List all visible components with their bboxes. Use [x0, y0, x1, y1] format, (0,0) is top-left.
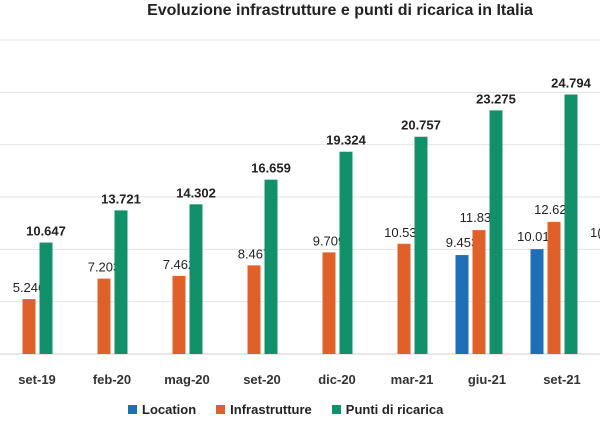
bar — [322, 252, 336, 354]
legend-swatch — [216, 405, 226, 414]
bar — [114, 210, 128, 354]
data-label: 12.623 — [534, 202, 574, 217]
x-tick-label: set-20 — [243, 372, 281, 387]
data-label: 7.203 — [88, 260, 121, 275]
data-label: 7.462 — [163, 257, 196, 272]
legend-item-punti: Punti di ricarica — [331, 402, 444, 417]
legend: Location Infrastrutture Punti di ricaric… — [128, 402, 443, 417]
data-label: 20.757 — [401, 118, 441, 133]
bar — [264, 179, 278, 354]
x-tick-label: feb-20 — [93, 372, 131, 387]
data-label: 11.834 — [460, 210, 499, 225]
data-label: 24.794 — [551, 75, 592, 90]
x-tick-label: set-21 — [543, 372, 581, 387]
legend-label: Infrastrutture — [230, 402, 312, 417]
data-label: 9.453 — [446, 235, 479, 250]
bar — [564, 94, 578, 354]
data-label: 10.019 — [517, 229, 557, 244]
bar — [397, 243, 411, 354]
chart-title: Evoluzione infrastrutture e punti di ric… — [147, 2, 533, 19]
x-tick-label: giu-21 — [468, 372, 506, 387]
bar — [414, 136, 428, 354]
bar — [547, 221, 561, 354]
data-label: 19.324 — [326, 133, 367, 148]
legend-item-location: Location — [128, 402, 196, 417]
bar — [189, 204, 203, 354]
data-label: 5.246 — [13, 280, 46, 295]
bar — [97, 278, 111, 354]
data-label: 16.659 — [251, 161, 291, 176]
legend-item-infrastrutture: Infrastrutture — [216, 402, 312, 417]
partial-data-label: 1( — [590, 225, 600, 240]
bar — [455, 255, 469, 354]
bar — [530, 249, 544, 354]
x-tick-label: dic-20 — [318, 372, 356, 387]
bar — [247, 265, 261, 354]
x-tick-label: mag-20 — [164, 372, 210, 387]
bar — [339, 151, 353, 354]
legend-swatch — [128, 405, 137, 414]
legend-label: Punti di ricarica — [345, 402, 444, 417]
data-label: 8.467 — [238, 246, 271, 261]
x-tick-label: mar-21 — [391, 372, 434, 387]
bar — [172, 275, 186, 354]
bar — [472, 230, 486, 354]
data-label: 23.275 — [476, 91, 516, 106]
data-label: 10.531 — [384, 225, 424, 240]
bar — [489, 110, 503, 354]
legend-swatch — [331, 405, 341, 414]
bar — [39, 242, 53, 354]
bar — [22, 299, 36, 354]
data-label: 13.721 — [101, 191, 141, 206]
data-label: 9.709 — [313, 233, 346, 248]
data-label: 14.302 — [176, 185, 216, 200]
legend-label: Location — [142, 402, 197, 417]
data-label: 10.647 — [26, 224, 66, 239]
x-tick-label: set-19 — [18, 372, 56, 387]
